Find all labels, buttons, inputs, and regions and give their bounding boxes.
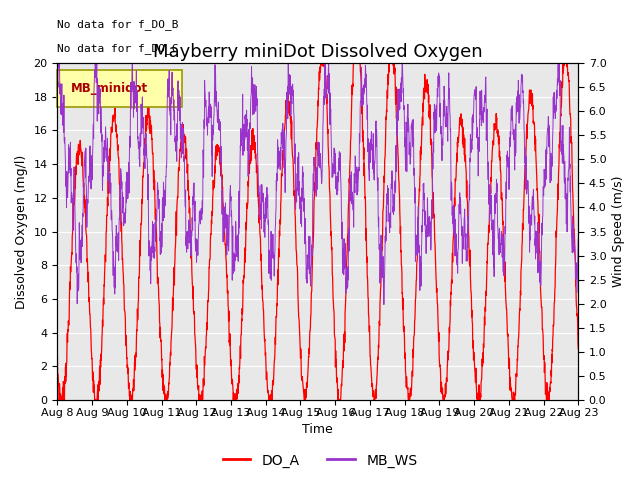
Text: No data for f_DO_B: No data for f_DO_B <box>58 19 179 30</box>
Text: No data for f_DO_C: No data for f_DO_C <box>58 43 179 54</box>
Legend: DO_A, MB_WS: DO_A, MB_WS <box>217 448 423 473</box>
Y-axis label: Dissolved Oxygen (mg/l): Dissolved Oxygen (mg/l) <box>15 155 28 309</box>
Text: MB_minidot: MB_minidot <box>70 82 148 95</box>
Y-axis label: Wind Speed (m/s): Wind Speed (m/s) <box>612 176 625 287</box>
Title: Mayberry miniDot Dissolved Oxygen: Mayberry miniDot Dissolved Oxygen <box>153 44 483 61</box>
X-axis label: Time: Time <box>303 423 333 436</box>
FancyBboxPatch shape <box>58 70 182 107</box>
